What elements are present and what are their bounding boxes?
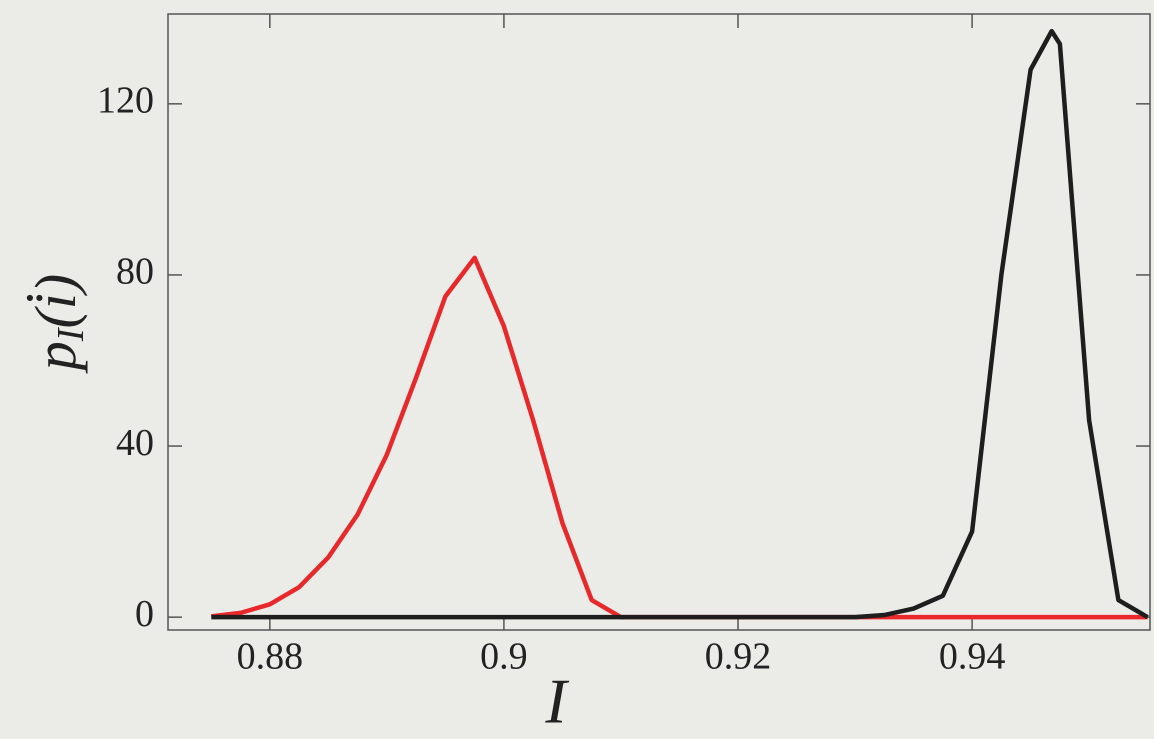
x-tick-label: 0.92: [705, 636, 772, 678]
series-line: [211, 28, 1149, 620]
y-tick-label: 40: [116, 422, 154, 464]
y-label-base: p: [23, 341, 88, 374]
y-tick-label: 120: [97, 80, 154, 122]
x-tick-label: 0.9: [480, 636, 528, 678]
series-line: [211, 255, 1148, 620]
x-axis-label: I: [544, 666, 569, 737]
x-tick-label: 0.88: [237, 636, 304, 678]
y-label-rest: (i̇): [23, 274, 88, 329]
x-tick-label: 0.94: [939, 636, 1006, 678]
y-tick-label: 0: [135, 593, 154, 635]
y-axis-label: pI(i̇): [23, 274, 91, 374]
y-label-sub: I: [50, 326, 92, 342]
plot-frame: [167, 13, 1151, 631]
y-tick-label: 80: [116, 251, 154, 293]
